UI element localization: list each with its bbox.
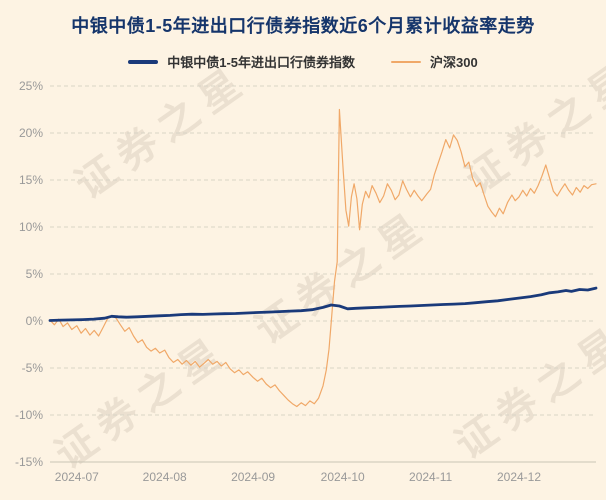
chart-title: 中银中债1-5年进出口行债券指数近6个月累计收益率走势 xyxy=(71,16,535,36)
y-tick-label: -5% xyxy=(22,361,44,375)
chart-legend: 中银中债1-5年进出口行债券指数 沪深300 xyxy=(0,52,606,71)
fund-line-swatch xyxy=(128,59,159,64)
x-tick-label: 2024-10 xyxy=(321,470,365,484)
x-tick-label: 2024-07 xyxy=(55,470,99,484)
legend-label-csi300: 沪深300 xyxy=(430,55,478,70)
y-tick-label: 10% xyxy=(19,220,43,234)
y-tick-label: -10% xyxy=(15,408,43,422)
legend-item-fund: 中银中债1-5年进出口行债券指数 xyxy=(128,52,355,71)
y-tick-label: -15% xyxy=(15,455,43,469)
y-tick-label: 15% xyxy=(19,173,43,187)
y-tick-label: 5% xyxy=(26,267,44,281)
legend-item-csi300: 沪深300 xyxy=(391,52,478,71)
series-line xyxy=(49,108,597,408)
x-tick-label: 2024-11 xyxy=(409,470,452,484)
x-tick-label: 2024-09 xyxy=(231,470,275,484)
x-tick-label: 2024-08 xyxy=(143,470,187,484)
legend-label-fund: 中银中债1-5年进出口行债券指数 xyxy=(167,55,356,70)
y-tick-label: 0% xyxy=(26,314,44,328)
x-tick-label: 2024-12 xyxy=(497,470,541,484)
csi300-line-swatch xyxy=(391,60,422,63)
series-line xyxy=(48,286,598,322)
y-tick-label: 25% xyxy=(19,79,43,93)
y-tick-label: 20% xyxy=(19,126,43,140)
